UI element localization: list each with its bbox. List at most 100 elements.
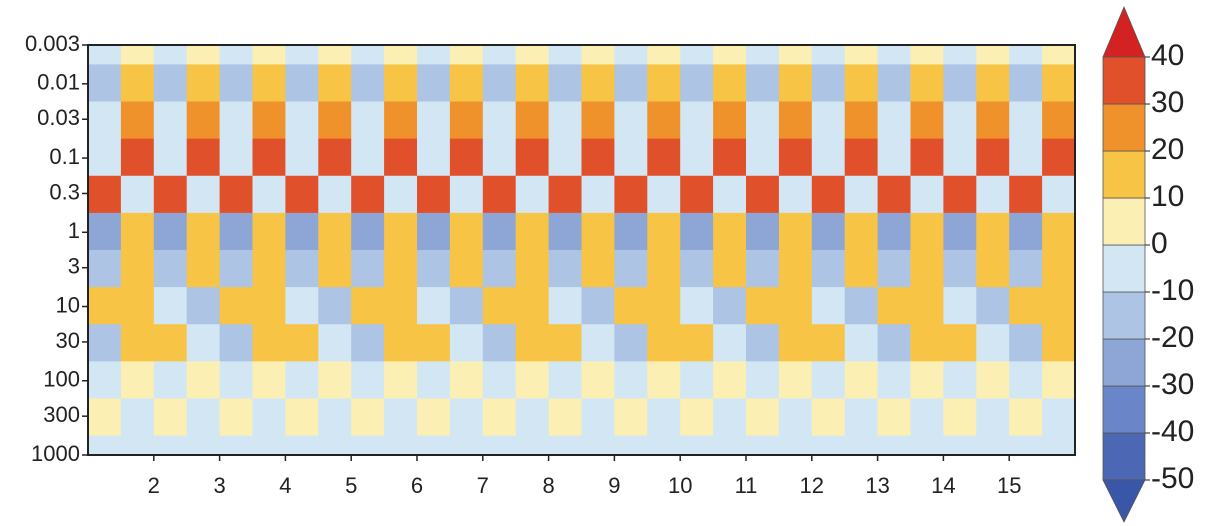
field-cell [253,287,286,325]
field-cell [483,324,516,362]
field-cell [450,102,483,140]
field-cell [450,64,483,102]
colorbar-over [1103,7,1145,57]
field-cell [187,176,220,214]
field-cell [746,287,779,325]
colorbar-swatch [1103,104,1145,151]
field-cell [417,287,450,325]
field-cell [680,436,713,456]
field-cell [549,139,582,177]
field-cell [845,287,878,325]
field-cell [318,361,351,399]
field-cell [779,64,812,102]
field-cell [220,250,253,288]
field-cell [582,213,615,251]
field-cell [285,398,318,436]
y-tick-label: 0.1 [49,144,80,169]
field-cell [878,139,911,177]
field-cell [911,102,944,140]
field-cell [417,398,450,436]
field-cell [450,176,483,214]
field-cell [1009,102,1042,140]
field-cell [154,361,187,399]
field-cell [417,250,450,288]
field-cell [384,176,417,214]
field-cell [483,213,516,251]
field-cell [845,398,878,436]
colorbar-label: 40 [1151,39,1184,72]
field-cell [812,139,845,177]
field-cell [285,250,318,288]
field-cell [713,287,746,325]
field-cell [746,361,779,399]
field-cell [285,213,318,251]
colorbar-label: -10 [1151,274,1194,307]
field-cell [154,250,187,288]
field-cell [516,213,549,251]
field-cell [878,102,911,140]
field-cell [713,398,746,436]
field-cell [318,45,351,65]
field-cell [351,436,384,456]
field-cell [483,436,516,456]
field-cell [88,361,121,399]
field-cell [713,250,746,288]
field-cell [779,361,812,399]
field-cell [549,324,582,362]
field-cell [88,213,121,251]
field-cell [351,250,384,288]
x-tick-label: 15 [997,473,1021,498]
field-cell [1009,287,1042,325]
field-cell [450,436,483,456]
field-cell [351,213,384,251]
field-cell [614,45,647,65]
field-cell [582,398,615,436]
field-cell [943,287,976,325]
field-cell [680,45,713,65]
field-cell [1009,176,1042,214]
colorbar-label: 0 [1151,227,1168,260]
chart: 0.0030.010.030.10.3131030100300100023456… [0,0,1219,526]
field-cell [450,287,483,325]
field-cell [976,45,1009,65]
y-tick-label: 10 [56,292,80,317]
x-tick-label: 2 [148,473,160,498]
field-cell [187,139,220,177]
field-cell [746,436,779,456]
colorbar-label: -40 [1151,415,1194,448]
field-cell [285,176,318,214]
field-cell [1042,102,1075,140]
field-cell [878,176,911,214]
field-cell [384,64,417,102]
field-cell [351,398,384,436]
field-cell [516,436,549,456]
field-cell [713,213,746,251]
field-cell [845,436,878,456]
field-cell [187,398,220,436]
field-cell [680,324,713,362]
field-cell [746,176,779,214]
field-cell [220,213,253,251]
field-cell [220,436,253,456]
field-cell [976,436,1009,456]
field-cell [253,398,286,436]
colorbar-label: -30 [1151,368,1194,401]
y-tick-label: 0.03 [37,105,80,130]
field-cell [943,398,976,436]
field-cell [285,436,318,456]
field-cell [976,250,1009,288]
field-cell [614,139,647,177]
field-cell [647,436,680,456]
field-cell [88,45,121,65]
field-cell [351,176,384,214]
field-cell [878,213,911,251]
field-cell [121,398,154,436]
field-cell [516,45,549,65]
field-cell [351,287,384,325]
field-cell [943,102,976,140]
x-tick-label: 10 [668,473,692,498]
colorbar-label: -50 [1151,462,1194,495]
field-cell [878,287,911,325]
field-cell [779,324,812,362]
field-cell [253,436,286,456]
